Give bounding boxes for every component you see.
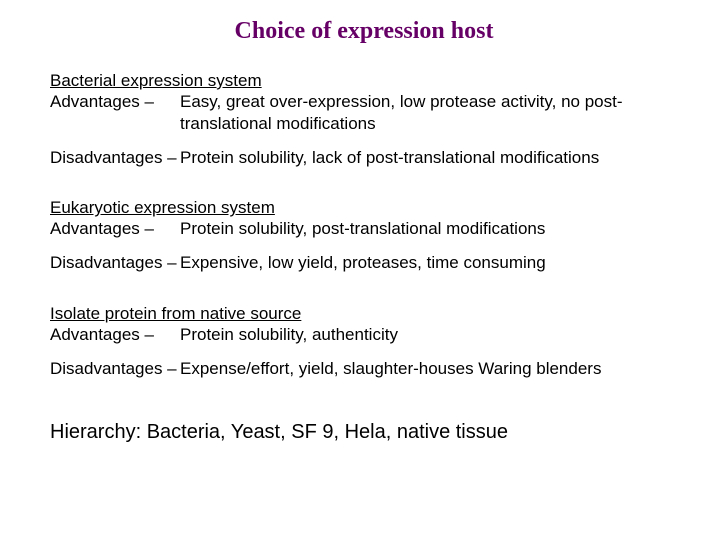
disadvantages-row: Disadvantages – Expensive, low yield, pr… bbox=[50, 252, 678, 274]
disadvantages-label: Disadvantages – bbox=[50, 147, 180, 169]
disadvantages-value: Expensive, low yield, proteases, time co… bbox=[180, 252, 678, 274]
advantages-row: Advantages – Protein solubility, post-tr… bbox=[50, 218, 678, 240]
advantages-label: Advantages – bbox=[50, 324, 180, 346]
advantages-row: Advantages – Protein solubility, authent… bbox=[50, 324, 678, 346]
section-eukaryotic: Eukaryotic expression system Advantages … bbox=[50, 198, 678, 274]
advantages-value: Easy, great over-expression, low proteas… bbox=[180, 91, 678, 135]
slide-container: Choice of expression host Bacterial expr… bbox=[0, 0, 720, 540]
disadvantages-label: Disadvantages – bbox=[50, 252, 180, 274]
disadvantages-label: Disadvantages – bbox=[50, 358, 180, 380]
section-bacterial: Bacterial expression system Advantages –… bbox=[50, 71, 678, 168]
disadvantages-row: Disadvantages – Protein solubility, lack… bbox=[50, 147, 678, 169]
section-heading: Eukaryotic expression system bbox=[50, 198, 678, 218]
section-heading: Isolate protein from native source bbox=[50, 304, 678, 324]
disadvantages-value: Protein solubility, lack of post-transla… bbox=[180, 147, 678, 169]
advantages-row: Advantages – Easy, great over-expression… bbox=[50, 91, 678, 135]
slide-title: Choice of expression host bbox=[50, 18, 678, 45]
disadvantages-value: Expense/effort, yield, slaughter-houses … bbox=[180, 358, 678, 380]
section-heading: Bacterial expression system bbox=[50, 71, 678, 91]
disadvantages-row: Disadvantages – Expense/effort, yield, s… bbox=[50, 358, 678, 380]
advantages-label: Advantages – bbox=[50, 218, 180, 240]
advantages-value: Protein solubility, authenticity bbox=[180, 324, 678, 346]
advantages-value: Protein solubility, post-translational m… bbox=[180, 218, 678, 240]
hierarchy-line: Hierarchy: Bacteria, Yeast, SF 9, Hela, … bbox=[50, 421, 678, 444]
advantages-label: Advantages – bbox=[50, 91, 180, 135]
section-native: Isolate protein from native source Advan… bbox=[50, 304, 678, 380]
